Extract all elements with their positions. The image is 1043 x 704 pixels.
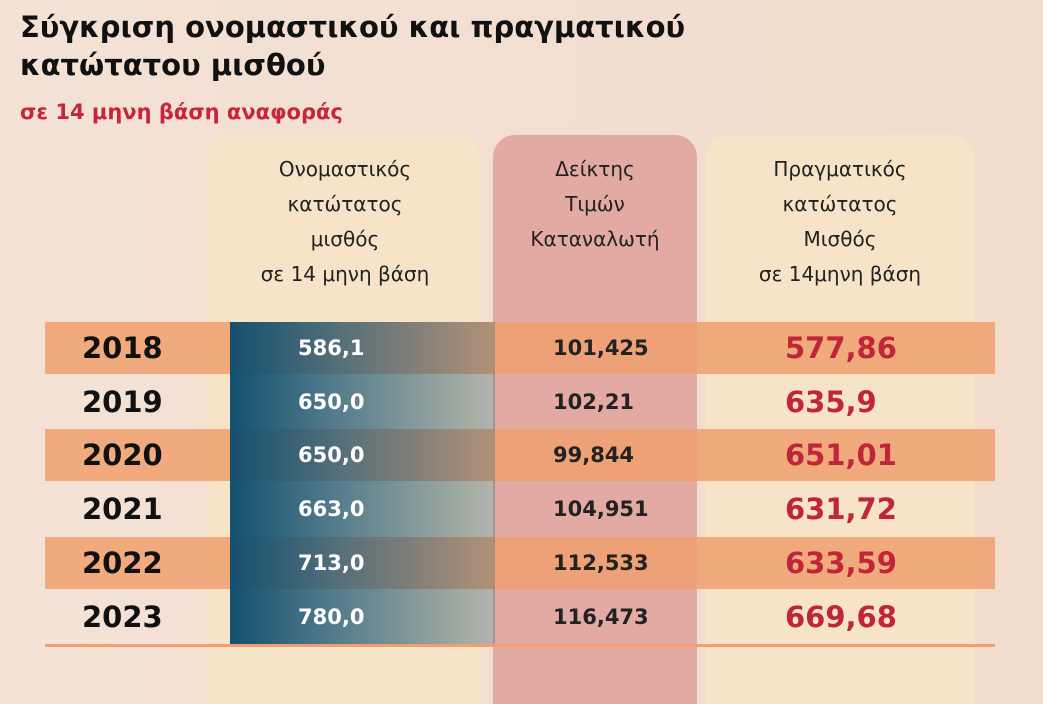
cell-value: 102,21 (553, 389, 635, 414)
row-band (45, 429, 995, 482)
title-line: κατώτατου μισθού (20, 48, 326, 82)
title: Σύγκριση ονομαστικού και πραγματικού κατώ… (20, 8, 685, 84)
cell-value: 112,533 (553, 550, 649, 575)
header-line: Τιμών (565, 192, 625, 216)
header-line: Μισθός (803, 227, 877, 251)
column-panel (493, 135, 697, 704)
header-line: Πραγματικός (773, 157, 907, 181)
column-header: Δείκτης Τιμών Καταναλωτή (493, 152, 697, 257)
header-line: κατώτατος (782, 192, 898, 216)
year: 2018 (82, 331, 163, 365)
cell-value: 633,59 (785, 545, 897, 580)
cell-value: 650,0 (298, 443, 365, 468)
column-header: Πραγματικός κατώτατος Μισθός σε 14μηνη βάση (705, 152, 975, 292)
cell-value: 116,473 (553, 604, 649, 629)
header-line: σε 14μηνη βάση (758, 262, 922, 286)
cell-value: 101,425 (553, 336, 649, 360)
cell-value: 780,0 (298, 604, 365, 629)
column-panel (705, 135, 975, 704)
header-line: Ονομαστικός (278, 157, 412, 181)
header-line: κατώτατος (287, 192, 403, 216)
cell-value: 104,951 (553, 497, 649, 522)
column-shade (230, 322, 495, 644)
header-line: σε 14 μηνη βάση (260, 262, 430, 286)
year: 2020 (82, 438, 163, 473)
header-line: μισθός (310, 227, 380, 251)
cell-value: 586,1 (298, 336, 365, 360)
cell-value: 635,9 (785, 384, 877, 419)
cell-value: 99,844 (553, 443, 635, 468)
column-header: Ονομαστικός κατώτατος μισθός σε 14 μηνη βάσ… (210, 152, 480, 292)
cell-value: 713,0 (298, 550, 365, 575)
row-band (45, 322, 995, 374)
row-band (45, 536, 995, 589)
cell-value: 577,86 (785, 331, 897, 365)
year: 2022 (82, 545, 163, 580)
cell-value: 650,0 (298, 389, 365, 414)
header-line: Καταναλωτή (530, 227, 660, 251)
cell-value: 631,72 (785, 492, 897, 527)
year: 2023 (82, 599, 163, 634)
rule (45, 644, 995, 647)
year: 2019 (82, 384, 163, 419)
cell-value: 669,68 (785, 599, 897, 634)
subtitle: σε 14 μηνη βάση αναφοράς (20, 100, 343, 124)
title-line: Σύγκριση ονομαστικού και πραγματικού (20, 10, 686, 44)
year: 2021 (82, 492, 163, 527)
cell-value: 651,01 (785, 438, 897, 473)
header-line: Δείκτης (555, 157, 635, 181)
cell-value: 663,0 (298, 497, 365, 522)
